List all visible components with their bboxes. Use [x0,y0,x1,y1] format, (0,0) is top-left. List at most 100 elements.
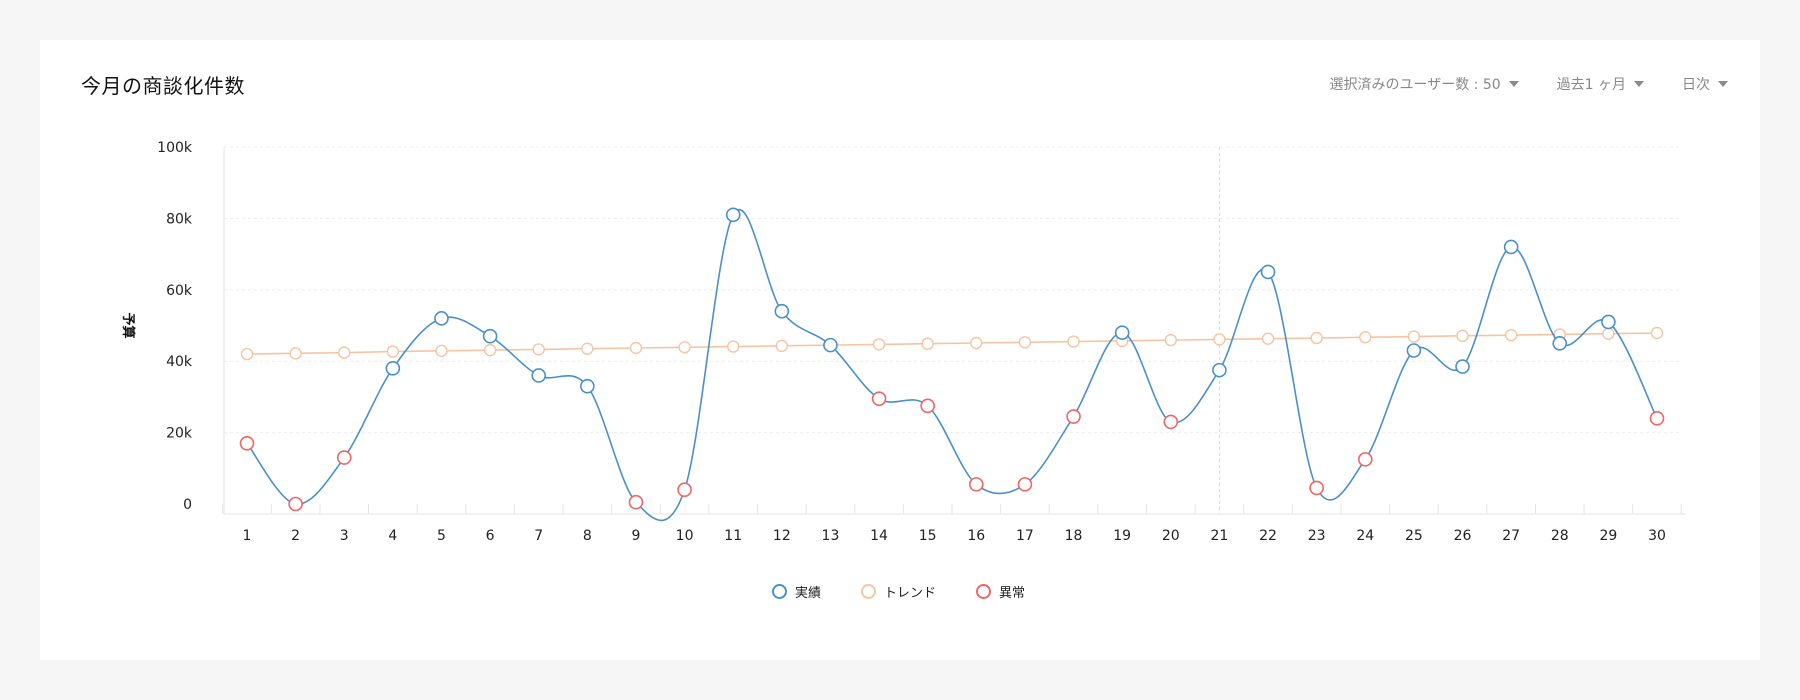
actual-point [823,337,838,353]
y-tick-label: 60k [166,283,193,299]
actual-point [1503,239,1519,255]
trend-line [246,332,1658,355]
x-tick-label: 8 [583,528,592,544]
trend-point [629,341,643,355]
x-tick-label: 18 [1065,528,1083,544]
x-tick-label: 22 [1259,528,1277,544]
anomaly-point [628,494,644,510]
trend-point [1310,331,1323,345]
actual-point [725,207,741,223]
x-tick-label: 11 [724,528,742,544]
legend-anomaly-label: 異常 [999,586,1026,601]
trend-point [1261,332,1275,345]
chart-legend: 実績 トレンド 異常 [772,582,1025,601]
x-tick-label: 4 [388,528,397,544]
x-tick-label: 21 [1210,528,1228,544]
trend-point [1067,335,1080,348]
actual-point [1455,359,1470,374]
user-count-dropdown[interactable]: 選択済みのユーザー数 : 50 [1329,74,1519,94]
x-tick-label: 14 [870,528,888,544]
actual-point [482,328,498,344]
legend-actual-marker-icon [772,584,787,599]
x-tick-label: 28 [1551,528,1569,544]
period-label: 過去1 ヶ月 [1556,77,1626,93]
trend-point [970,336,983,350]
x-tick-label: 25 [1405,528,1423,544]
x-tick-label: 1 [243,528,252,544]
x-tick-label: 10 [676,528,694,544]
x-tick-label: 2 [291,528,300,544]
period-dropdown[interactable]: 過去1 ヶ月 [1557,74,1644,94]
x-tick-label: 30 [1648,528,1666,544]
y-tick-label: 40k [166,354,193,370]
actual-line [246,209,1658,522]
x-tick-label: 29 [1599,528,1617,544]
anomaly-point [677,482,692,498]
x-tick-label: 12 [773,528,791,544]
chevron-down-icon [1508,81,1519,87]
actual-point [1212,362,1227,378]
actual-point [385,361,401,376]
trend-point [581,342,594,355]
actual-point [531,368,547,383]
trend-point [1650,326,1664,340]
actual-point [1114,325,1130,340]
anomaly-point [336,450,352,465]
legend-trend-marker-icon [861,584,877,599]
y-tick-label: 20k [166,426,193,442]
trend-point [532,343,545,356]
trend-point [435,344,448,358]
x-tick-label: 24 [1356,528,1374,544]
actual-point [1406,343,1422,358]
chevron-down-icon [1634,81,1644,87]
x-tick-label: 23 [1308,528,1326,544]
trend-point [921,337,934,350]
trend-point [1018,336,1032,349]
actual-point [1552,336,1568,351]
trend-point [775,339,789,353]
granularity-label: 日次 [1682,77,1710,93]
x-tick-label: 5 [437,528,446,544]
y-tick-label: 100k [157,140,193,156]
anomaly-point [288,496,303,512]
trend-point [1213,333,1226,346]
trend-point [1504,328,1518,342]
anomaly-point [969,477,984,492]
x-tick-label: 13 [822,528,840,544]
legend-actual-label: 実績 [795,586,822,601]
trend-point [483,343,497,357]
actual-point [1601,314,1616,330]
x-tick-label: 26 [1454,528,1472,544]
anomaly-point [1309,480,1324,496]
legend-item-anomaly[interactable]: 異常 [976,582,1025,601]
legend-trend-label: トレンド [884,586,937,601]
trend-point [1359,331,1372,344]
x-tick-label: 16 [967,528,985,544]
anomaly-point [1649,411,1665,426]
y-tick-label: 0 [183,497,192,513]
anomaly-point [1163,414,1179,430]
x-tick-label: 27 [1502,528,1520,544]
x-tick-label: 15 [919,528,937,544]
anomaly-point [1066,409,1081,424]
actual-point [1260,264,1276,280]
trend-point [1164,333,1177,347]
legend-item-trend[interactable]: トレンド [861,582,936,601]
x-tick-label: 19 [1113,528,1131,544]
chevron-down-icon [1718,81,1728,87]
x-tick-label: 6 [486,528,495,544]
actual-point [434,311,449,326]
trend-point [338,346,351,359]
trend-point [1407,330,1421,343]
trend-point [289,347,302,360]
legend-item-actual[interactable]: 実績 [772,582,821,601]
granularity-dropdown[interactable]: 日次 [1682,74,1728,94]
y-tick-label: 80k [166,211,193,227]
y-axis-label: 予算 [120,312,136,338]
actual-point [580,378,595,394]
trend-point [678,341,691,354]
chart-title: 今月の商談化件数 [81,74,245,98]
legend-anomaly-marker-icon [976,584,992,599]
x-tick-label: 9 [632,528,641,544]
x-tick-label: 20 [1162,528,1180,544]
